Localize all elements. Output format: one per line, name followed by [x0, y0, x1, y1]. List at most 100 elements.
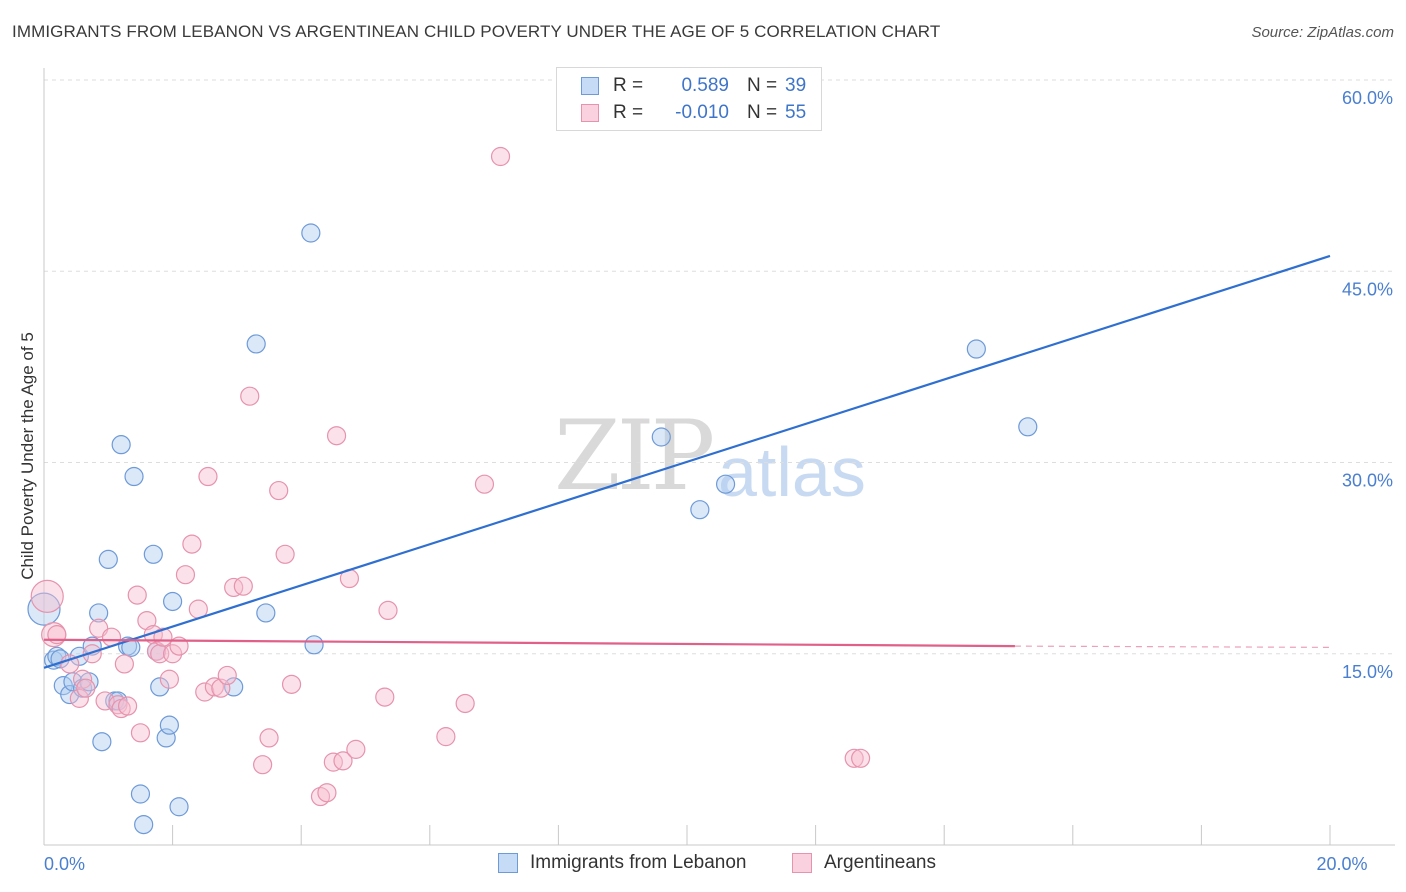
- data-point-lebanon: [159, 715, 179, 735]
- correlation-legend: R = 0.589 N = 39 R = -0.010 N = 55: [556, 67, 822, 131]
- data-point-lebanon: [121, 637, 141, 657]
- data-point-lebanon: [163, 591, 183, 612]
- legend-n-label: N =: [747, 102, 778, 123]
- data-point-lebanon: [246, 334, 266, 354]
- tick-labels: 0.0% 20.0% 15.0% 30.0% 45.0% 60.0%: [44, 88, 1393, 874]
- legend-swatch-blue: [581, 77, 599, 95]
- data-point-argentineans: [137, 610, 157, 631]
- bottom-legend-swatch-pink: [792, 853, 812, 873]
- data-point-lebanon: [715, 474, 736, 494]
- data-point-lebanon: [92, 732, 112, 752]
- data-point-argentineans: [323, 752, 343, 772]
- data-point-lebanon: [651, 427, 671, 447]
- data-point-argentineans: [326, 426, 347, 446]
- data-point-lebanon: [301, 223, 321, 243]
- trend-line-lebanon: [43, 254, 1331, 669]
- bottom-legend-label-argentineans: Argentineans: [824, 852, 936, 873]
- data-point-argentineans: [30, 579, 64, 613]
- data-point-argentineans: [159, 669, 179, 689]
- legend-r-label: R =: [613, 75, 644, 96]
- data-point-argentineans: [163, 644, 183, 664]
- data-point-argentineans: [346, 739, 366, 759]
- points-layer: [27, 146, 1038, 835]
- data-point-lebanon: [150, 677, 170, 697]
- y-tick-label: 45.0%: [1342, 279, 1393, 299]
- trend-extension-argentineans: [1014, 645, 1331, 648]
- legend-row-lebanon: R = 0.589 N = 39: [581, 74, 806, 98]
- legend-n-value: 55: [785, 102, 807, 123]
- legend-r-value: -0.010: [675, 102, 729, 123]
- data-point-argentineans: [378, 600, 398, 621]
- data-point-argentineans: [474, 474, 495, 494]
- y-tick-label: 15.0%: [1342, 662, 1393, 682]
- bottom-legend-argentineans: Argentineans: [792, 852, 936, 874]
- data-point-argentineans: [317, 783, 337, 803]
- legend-n-label: N =: [747, 75, 778, 96]
- data-point-argentineans: [233, 576, 253, 596]
- data-point-argentineans: [130, 723, 151, 743]
- data-point-argentineans: [333, 751, 353, 771]
- data-point-lebanon: [156, 728, 176, 748]
- data-point-lebanon: [130, 784, 151, 804]
- grid-layer: [44, 79, 1395, 655]
- data-point-argentineans: [281, 674, 302, 694]
- data-point-lebanon: [124, 466, 144, 487]
- data-point-argentineans: [204, 677, 224, 697]
- data-point-argentineans: [114, 654, 134, 674]
- data-point-lebanon: [169, 797, 189, 817]
- data-point-lebanon: [134, 814, 154, 835]
- legend-n-value: 39: [785, 75, 807, 96]
- series-argentineans: [30, 146, 871, 807]
- bottom-legend-lebanon: Immigrants from Lebanon: [498, 852, 747, 874]
- axis-layer: [43, 68, 1395, 846]
- data-point-argentineans: [117, 696, 138, 716]
- data-point-argentineans: [375, 687, 395, 707]
- data-point-argentineans: [60, 654, 80, 674]
- data-point-argentineans: [275, 544, 295, 564]
- watermark-atlas: atlas: [718, 433, 866, 511]
- data-point-argentineans: [146, 641, 167, 661]
- data-point-lebanon: [690, 500, 710, 520]
- trend-line-argentineans: [43, 638, 1015, 648]
- legend-r-label: R =: [613, 102, 644, 123]
- data-point-lebanon: [98, 549, 118, 570]
- bottom-legend-swatch-blue: [498, 853, 518, 873]
- chart-title: IMMIGRANTS FROM LEBANON VS ARGENTINEAN C…: [12, 22, 941, 41]
- data-point-lebanon: [256, 603, 276, 623]
- bottom-legend-label-lebanon: Immigrants from Lebanon: [530, 852, 747, 873]
- data-point-lebanon: [966, 339, 986, 359]
- data-point-lebanon: [1018, 417, 1038, 437]
- data-point-argentineans: [490, 146, 511, 167]
- data-point-argentineans: [175, 565, 196, 585]
- data-point-lebanon: [89, 603, 109, 623]
- x-tick-label: 20.0%: [1316, 854, 1367, 874]
- series-lebanon: [27, 223, 1038, 835]
- legend-r-value: 0.589: [681, 75, 729, 96]
- data-point-argentineans: [240, 386, 260, 406]
- data-point-lebanon: [27, 592, 61, 626]
- legend-swatch-pink: [581, 104, 599, 122]
- data-point-argentineans: [95, 691, 115, 711]
- data-point-argentineans: [198, 466, 218, 487]
- data-point-argentineans: [844, 748, 864, 768]
- data-point-argentineans: [455, 693, 475, 714]
- data-point-lebanon: [143, 544, 163, 564]
- data-point-argentineans: [182, 534, 202, 554]
- data-point-argentineans: [76, 678, 96, 698]
- trend-layer: [43, 254, 1331, 669]
- legend-row-argentineans: R = -0.010 N = 55: [581, 101, 806, 125]
- data-point-argentineans: [224, 577, 244, 598]
- data-point-argentineans: [851, 748, 871, 768]
- data-point-argentineans: [259, 728, 279, 748]
- data-point-argentineans: [127, 585, 147, 605]
- data-point-argentineans: [217, 665, 237, 686]
- watermark-zip: ZIP: [554, 400, 715, 512]
- y-tick-label: 60.0%: [1342, 88, 1393, 108]
- data-point-argentineans: [269, 480, 289, 501]
- data-point-argentineans: [82, 644, 102, 664]
- data-point-argentineans: [153, 627, 173, 647]
- data-point-lebanon: [304, 635, 324, 655]
- data-point-argentineans: [69, 688, 89, 708]
- data-point-argentineans: [436, 727, 456, 747]
